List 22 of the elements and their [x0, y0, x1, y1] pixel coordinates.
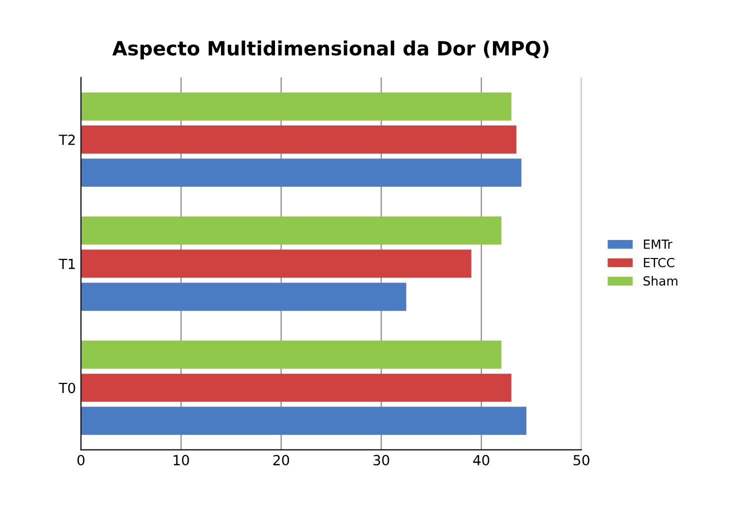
bar	[80, 282, 406, 311]
bar	[80, 340, 502, 369]
y-tick-label: T2	[58, 134, 75, 145]
x-tick-label: 10	[174, 454, 189, 466]
legend-label: Sham	[644, 276, 678, 286]
y-tick-label: T1	[58, 258, 75, 269]
legend-label: ETCC	[644, 258, 674, 268]
x-tick-label: 0	[77, 454, 84, 466]
bar	[80, 374, 512, 402]
chart-title: Aspecto Multidimensional da Dor (MPQ)	[112, 40, 548, 60]
bar	[80, 406, 526, 435]
x-tick-label: 40	[473, 454, 490, 466]
legend-label: EMTr	[644, 240, 672, 249]
bar	[80, 126, 516, 154]
bar	[80, 216, 502, 245]
x-tick-label: 30	[373, 454, 390, 466]
y-tick-label: T0	[58, 382, 76, 394]
x-tick-label: 50	[574, 454, 590, 466]
bar	[80, 158, 522, 187]
bar	[80, 250, 472, 278]
bar	[80, 92, 512, 121]
x-tick-label: 20	[273, 454, 290, 466]
